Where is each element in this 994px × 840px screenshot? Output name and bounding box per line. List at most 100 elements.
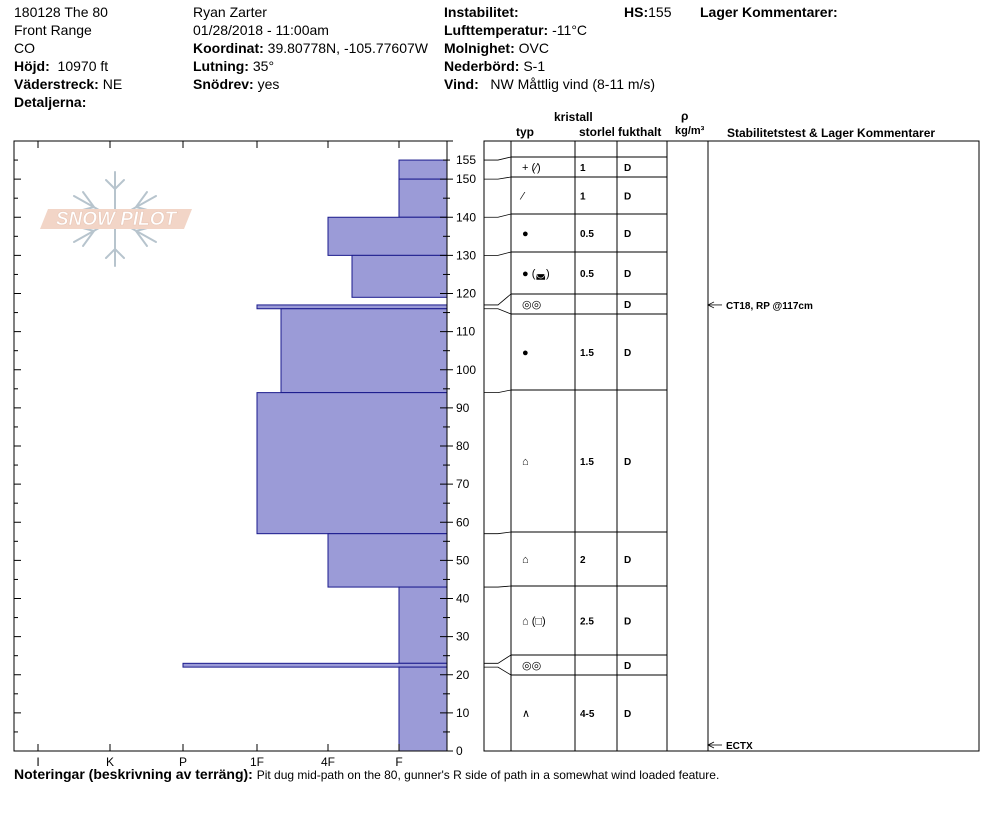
layer-size-1: 1 <box>580 192 586 203</box>
sky-field: Molnighet: OVC <box>444 40 549 57</box>
hardness-profile <box>182 159 448 752</box>
arrow-icon-1 <box>707 741 715 749</box>
hardness-bar-10 <box>398 666 448 752</box>
hardness-axis: I K P 1F 4F F <box>36 141 403 769</box>
height-label-10: 100 <box>456 363 476 377</box>
arrow-icon-0 <box>707 301 715 309</box>
layer-type-3: ● (◛) <box>522 268 550 280</box>
sky-value: OVC <box>518 40 549 56</box>
wind-label: Vind: <box>444 76 479 92</box>
height-label-14: 140 <box>456 210 476 224</box>
layer-comments-label: Lager Kommentarer: <box>700 4 838 20</box>
moisture-header: fukthalt <box>618 125 661 139</box>
wind-loading-field: Snödrev: yes <box>193 76 279 93</box>
row-connector-4 <box>484 293 512 306</box>
wind-loading-label: Snödrev: <box>193 76 254 92</box>
layer-rows: + (⁄) 1 D ⁄ 1 D ● 0.5 D ● (◛) 0.5 D ◎◎ D ● 1.5 D ⌂ 1.5 D ⌂ 2 D… <box>484 156 667 720</box>
observation-datetime: 01/28/2018 - 11:00am <box>193 22 329 38</box>
row-connector-2 <box>484 213 512 218</box>
layer-moisture-5: D <box>624 348 631 359</box>
layer-type-5: ● <box>522 347 529 359</box>
height-label-3: 30 <box>456 630 470 644</box>
hardness-label-5: F <box>395 755 402 769</box>
layer-moisture-6: D <box>624 457 631 468</box>
row-connector-10 <box>484 666 512 676</box>
air-temp-value: -11°C <box>552 22 588 38</box>
hardness-label-2: P <box>179 755 187 769</box>
layer-size-2: 0.5 <box>580 229 594 240</box>
coordinate-field: Koordinat: 39.80778N, -105.77607W <box>193 40 428 57</box>
stability-header: Stabilitetstest & Lager Kommentarer <box>727 126 935 140</box>
hardness-bar-7 <box>327 533 448 588</box>
hardness-bar-4 <box>256 304 448 310</box>
observer-name: Ryan Zarter <box>193 4 267 20</box>
details-label: Detaljerna: <box>14 94 87 110</box>
range-name: Front Range <box>14 22 92 38</box>
stability-comment-1: ECTX <box>726 741 753 752</box>
density-unit: kg/m³ <box>675 125 705 137</box>
size-header-clip <box>614 124 619 140</box>
hs-value: 155 <box>648 4 672 20</box>
aspect-value: NE <box>102 76 123 92</box>
hardness-bar-9 <box>182 662 448 668</box>
snowpilot-logo: SNOW PILOT <box>40 171 192 267</box>
notes-label: Noteringar (beskrivning av terräng): <box>14 766 253 782</box>
instability-label: Instabilitet: <box>444 4 519 20</box>
layer-type-0: + (⁄) <box>522 162 541 174</box>
layer-size-10: 4-5 <box>580 709 595 720</box>
coordinate-value: 39.80778N, -105.77607W <box>267 40 428 56</box>
row-connector-0 <box>484 156 512 161</box>
layer-type-6: ⌂ <box>522 456 529 468</box>
hardness-bar-5 <box>280 308 448 394</box>
layer-moisture-2: D <box>624 229 631 240</box>
height-label-11: 110 <box>456 325 475 339</box>
precip-value: S-1 <box>523 58 546 74</box>
layer-size-7: 2 <box>580 555 586 566</box>
hardness-bar-8 <box>398 586 448 664</box>
layer-moisture-3: D <box>624 269 631 280</box>
height-label-16: 155 <box>456 153 476 167</box>
height-label-5: 50 <box>456 553 470 567</box>
height-label-15: 150 <box>456 172 476 186</box>
row-connector-9 <box>484 654 512 664</box>
hardness-bar-2 <box>327 216 448 256</box>
pit-name: 180128 The 80 <box>14 4 108 20</box>
row-connector-6 <box>484 389 512 394</box>
height-label-7: 70 <box>456 477 470 491</box>
density-symbol: ρ <box>681 109 688 123</box>
layer-moisture-8: D <box>624 617 631 628</box>
layer-moisture-9: D <box>624 661 631 672</box>
precip-field: Nederbörd: S-1 <box>444 58 545 75</box>
layer-type-7: ⌂ <box>522 554 529 566</box>
layer-type-1: ⁄ <box>519 191 526 203</box>
elevation-value: 10970 ft <box>57 58 109 74</box>
layer-type-4: ◎◎ <box>522 299 541 311</box>
logo-banner <box>40 209 192 229</box>
wind-value: NW Måttlig vind (8-11 m/s) <box>490 76 656 92</box>
layer-moisture-0: D <box>624 163 631 174</box>
air-temp-label: Lufttemperatur: <box>444 22 549 38</box>
hardness-label-1: K <box>106 755 114 769</box>
layer-size-3: 0.5 <box>580 269 594 280</box>
layer-table-frame <box>483 140 980 752</box>
row-connector-5 <box>484 308 512 315</box>
state-name: CO <box>14 40 35 56</box>
elevation-field: Höjd: 10970 ft <box>14 58 108 75</box>
row-connector-8 <box>484 585 512 588</box>
height-label-0: 0 <box>456 744 463 758</box>
layer-size-8: 2.5 <box>580 617 594 628</box>
hardness-bar-1 <box>398 178 448 218</box>
coordinate-label: Koordinat: <box>193 40 264 56</box>
wind-field: Vind: NW Måttlig vind (8-11 m/s) <box>444 76 655 93</box>
hardness-label-4: 4F <box>321 755 335 769</box>
slope-value: 35° <box>252 58 275 74</box>
row-connector-7 <box>484 531 512 535</box>
hs-label: HS: <box>624 4 649 20</box>
height-label-9: 90 <box>456 401 470 415</box>
wind-loading-value: yes <box>257 76 280 92</box>
hs-field: HS:155 <box>624 4 671 21</box>
height-axis: 0 10 20 30 40 50 60 70 80 90 100 110 120 130 140 150 155 <box>14 140 476 758</box>
height-label-12: 120 <box>456 287 476 301</box>
slope-field: Lutning: 35° <box>193 58 274 75</box>
